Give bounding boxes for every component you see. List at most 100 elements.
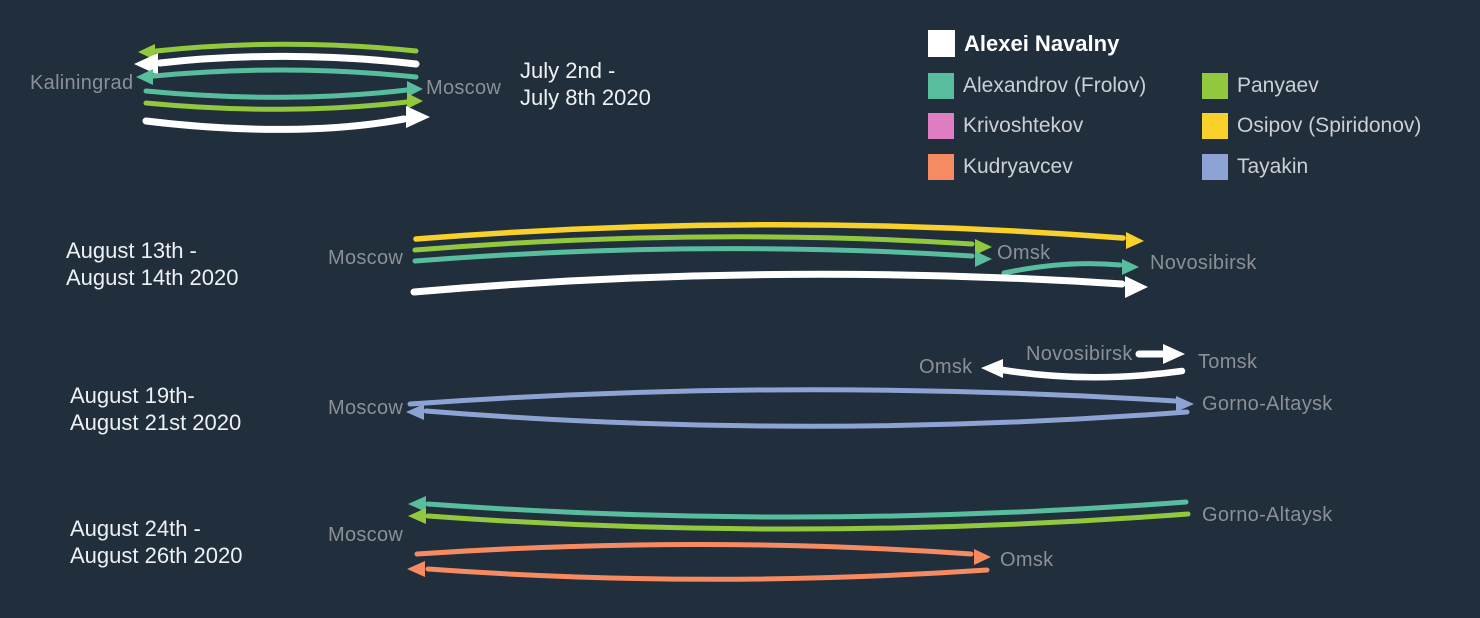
arrowhead-right-icon: [1163, 344, 1185, 364]
arrowhead-left-icon: [407, 561, 425, 577]
legend-item-alexandrov: Alexandrov (Frolov): [928, 73, 1146, 99]
city-label-omsk-s3: Omsk: [919, 356, 973, 378]
date-label-aug13: August 13th - August 14th 2020: [66, 237, 238, 291]
arrowhead-right-icon: [1122, 259, 1139, 275]
arrowhead-left-icon: [408, 496, 426, 512]
date-line: July 2nd -: [520, 58, 616, 83]
date-label-aug24: August 24th - August 26th 2020: [70, 515, 242, 569]
date-label-july: July 2nd - July 8th 2020: [520, 57, 651, 111]
route-aug13-navalny-to-novosibirsk: [410, 270, 1148, 298]
route-july-alexandrov-to-kaliningrad: [136, 67, 419, 85]
route-aug19-navalny-to-omsk: [981, 359, 1186, 381]
city-label-omsk-s2: Omsk: [997, 242, 1051, 264]
route-line: [425, 499, 1189, 520]
route-july-panyaev-to-moscow: [143, 93, 423, 112]
route-aug24-alexandrov-to-moscow: [408, 496, 1189, 520]
route-line: [407, 387, 1178, 407]
legend-item-navalny: Alexei Navalny: [928, 30, 1119, 57]
date-line: August 26th 2020: [70, 543, 243, 568]
city-label-moscow-s3: Moscow: [328, 397, 404, 419]
date-line: July 8th 2020: [520, 85, 651, 110]
legend-swatch-osipov: [1202, 113, 1228, 139]
arrowhead-right-icon: [406, 106, 430, 128]
legend-swatch-alexandrov: [928, 73, 954, 99]
date-line: August 14th 2020: [66, 265, 239, 290]
arrowhead-right-icon: [975, 239, 992, 255]
route-aug13-alexandrov-omsk-to-novosibirsk: [1001, 259, 1139, 276]
route-line: [1001, 261, 1123, 276]
legend-item-panyaev: Panyaev: [1202, 73, 1319, 99]
arrowhead-right-icon: [407, 81, 423, 97]
legend-swatch-tayakin: [1202, 154, 1228, 180]
arrowhead-right-icon: [974, 549, 991, 565]
city-label-moscow-s1: Moscow: [426, 77, 502, 99]
legend-swatch-navalny: [928, 30, 955, 57]
date-line: August 19th-: [70, 383, 195, 408]
route-line: [413, 222, 1126, 242]
route-aug24-panyaev-to-moscow: [408, 508, 1191, 532]
route-line: [412, 234, 975, 253]
route-line: [414, 542, 974, 557]
arrowhead-left-icon: [134, 53, 158, 75]
route-line: [412, 246, 975, 264]
route-line: [142, 115, 408, 133]
arrowhead-right-icon: [1126, 232, 1144, 249]
arrowhead-right-icon: [407, 93, 423, 109]
city-label-moscow-s2: Moscow: [328, 247, 404, 269]
legend-label-alexandrov: Alexandrov (Frolov): [963, 74, 1147, 97]
route-aug13-osipov-to-novosibirsk: [413, 222, 1144, 249]
legend-label-krivoshtekov: Krivoshtekov: [963, 114, 1084, 137]
date-line: August 13th -: [66, 238, 197, 263]
route-aug19-tayakin-to-moscow: [406, 404, 1190, 429]
route-line: [143, 99, 410, 112]
city-label-tomsk-s3: Tomsk: [1198, 351, 1258, 373]
legend-swatch-kudryavcev: [928, 154, 954, 180]
route-line: [423, 408, 1190, 429]
city-label-novosibirsk-s2: Novosibirsk: [1150, 252, 1257, 274]
legend-label-panyaev: Panyaev: [1237, 74, 1319, 97]
arrowhead-left-icon: [136, 69, 153, 85]
route-line: [151, 67, 419, 80]
legend-swatch-krivoshtekov: [928, 113, 954, 139]
city-label-kaliningrad-s1: Kaliningrad: [30, 72, 134, 94]
arrowhead-right-icon: [975, 251, 992, 267]
city-label-novosibirsk-s3: Novosibirsk: [1026, 343, 1133, 365]
route-line: [410, 270, 1126, 296]
legend-label-tayakin: Tayakin: [1237, 155, 1309, 178]
route-aug24-kudryavcev-to-omsk: [414, 542, 991, 565]
route-july-alexandrov-to-moscow: [143, 81, 423, 100]
route-aug13-alexandrov-to-omsk: [412, 246, 992, 267]
route-aug13-panyaev-to-omsk: [412, 234, 992, 255]
route-line: [153, 41, 419, 54]
city-label-gorno-altaysk-s3: Gorno-Altaysk: [1202, 393, 1333, 415]
date-label-aug19: August 19th- August 21st 2020: [70, 382, 241, 436]
date-line: August 21st 2020: [70, 410, 242, 435]
route-line: [425, 566, 990, 582]
legend-item-krivoshtekov: Krivoshtekov: [928, 113, 1083, 139]
city-label-moscow-s4: Moscow: [328, 524, 404, 546]
arrowhead-right-icon: [1125, 276, 1148, 298]
route-line: [999, 366, 1186, 381]
route-aug19-navalny-to-tomsk: [1135, 344, 1185, 364]
arrowhead-left-icon: [408, 508, 426, 524]
arrowhead-left-icon: [406, 404, 424, 420]
arrowhead-left-icon: [981, 359, 1003, 378]
route-line: [143, 87, 410, 100]
legend-item-kudryavcev: Kudryavcev: [928, 154, 1073, 180]
legend-label-osipov: Osipov (Spiridonov): [1237, 114, 1422, 137]
route-line: [156, 52, 420, 68]
arrowhead-left-icon: [138, 44, 155, 60]
legend-label-kudryavcev: Kudryavcev: [963, 155, 1073, 178]
city-label-omsk-s4: Omsk: [1000, 549, 1054, 571]
route-july-panyaev-to-kaliningrad: [138, 41, 419, 60]
route-line: [425, 511, 1191, 532]
route-aug19-tayakin-to-gorno-altaysk: [407, 387, 1194, 412]
city-label-gorno-altaysk-s4: Gorno-Altaysk: [1202, 504, 1333, 526]
legend-swatch-panyaev: [1202, 73, 1228, 99]
route-aug24-kudryavcev-to-moscow: [407, 561, 990, 582]
date-line: August 24th -: [70, 516, 201, 541]
legend-label-navalny: Alexei Navalny: [964, 30, 1120, 56]
route-july-navalny-to-moscow: [142, 106, 430, 133]
